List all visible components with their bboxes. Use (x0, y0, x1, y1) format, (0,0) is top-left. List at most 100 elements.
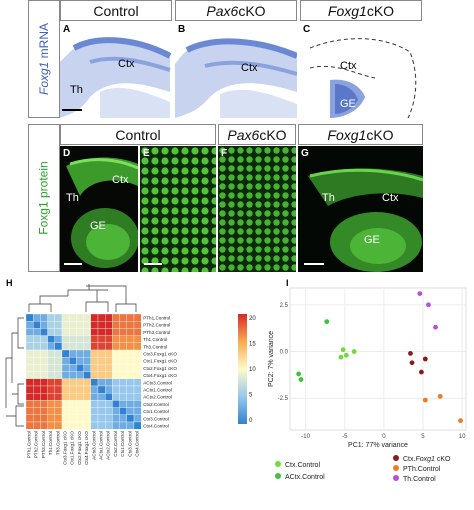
heatmap-cell (54, 378, 63, 387)
heatmap-cell (105, 371, 113, 379)
heatmap-cell (126, 342, 135, 351)
heatmap-cell (83, 385, 91, 394)
heatmap-col-label: PTh3.Control (41, 431, 46, 458)
label-ctx-c: Ctx (340, 60, 357, 72)
heatmap-cell (47, 364, 55, 372)
heatmap-cell (54, 364, 63, 372)
label-ge-d: GE (90, 220, 106, 232)
heatmap-cell (25, 371, 34, 379)
protein-side-label: Foxg1 protein (28, 124, 60, 272)
legend-label: Ctx.Foxg1 cKO (403, 456, 451, 463)
heatmap-cell (61, 393, 70, 401)
heatmap-row-label: ACtx3.Control (143, 380, 172, 385)
legend-swatch (393, 465, 399, 471)
heatmap-cell (69, 400, 77, 408)
panel-letter-e: E (143, 148, 150, 159)
heatmap-cell (33, 349, 41, 358)
heatmap-cell (83, 364, 91, 372)
scatter-point (422, 397, 428, 403)
heatmap-cell (76, 349, 84, 358)
x-tick-label: 5 (421, 434, 425, 440)
heatmap-figure: PTh1.ControlPTh2.ControlPTh3.ControlTh1.… (5, 284, 256, 465)
heatmap-cell (25, 364, 34, 372)
heatmap-cell (61, 371, 70, 379)
heatmap-cell (47, 414, 55, 423)
heatmap-cell (40, 328, 48, 336)
heatmap-cell (54, 414, 63, 423)
heatmap-cell (90, 400, 99, 408)
legend-swatch (275, 473, 281, 479)
heatmap-cell (97, 364, 106, 372)
heatmap-cell (83, 349, 91, 358)
heatmap-cell (90, 335, 99, 343)
heatmap-row-label: PTh3.Control (143, 330, 170, 335)
heatmap-cell (54, 371, 63, 379)
panel-d-image: D Ctx Th GE (60, 146, 138, 272)
heatmap-cell (97, 371, 106, 379)
heatmap-cell (83, 357, 91, 365)
panel-c-image: C Ctx GE (300, 22, 422, 118)
heatmap-cell (83, 313, 91, 322)
heatmap-cell (83, 400, 91, 408)
heatmap-cell (61, 385, 70, 394)
heatmap-cell (61, 342, 70, 351)
heatmap-cell (133, 321, 142, 329)
heatmap-cell (133, 349, 142, 358)
heatmap-cell (105, 393, 113, 401)
heatmap-cell (105, 378, 113, 387)
heatmap-cell (97, 349, 106, 358)
heatmap-cell (83, 328, 91, 336)
heatmap-cell (105, 414, 113, 423)
x-axis-label: PC1: 77% variance (348, 442, 408, 449)
heatmap-row-label: Ctx1.Foxg1 cKO (143, 359, 177, 364)
heatmap-cell (83, 393, 91, 401)
heatmap-cell (90, 393, 99, 401)
panel-b-image: B Ctx (175, 22, 297, 118)
heatmap-cell (76, 393, 84, 401)
heatmap-cell (83, 371, 91, 379)
heatmap-cell (97, 414, 106, 423)
panel-letter-b: B (178, 24, 186, 35)
heatmap-cell (119, 335, 127, 343)
heatmap-cell (54, 400, 63, 408)
heatmap-cell (83, 321, 91, 329)
label-ctx-b: Ctx (241, 62, 258, 74)
heatmap-row-label: PTh1.Control (143, 316, 170, 321)
heatmap-cell (105, 313, 113, 322)
heatmap-cell (25, 335, 34, 343)
heatmap-cell (40, 414, 48, 423)
heatmap-cell (105, 407, 113, 415)
heatmap-col-label: Th1.Control (48, 431, 53, 455)
heatmap-cell (33, 321, 41, 329)
label-th-g: Th (322, 192, 335, 204)
heatmap-cell (76, 357, 84, 365)
heatmap-row-label: ACtx2.Control (143, 395, 172, 400)
heatmap-cell (40, 342, 48, 351)
heatmap-cell (112, 349, 120, 358)
heatmap-cell (33, 414, 41, 423)
heatmap-cell (133, 371, 142, 379)
heatmap-col-label: PTh2.Control (34, 431, 39, 458)
heatmap-row-label: ACtx1.Control (143, 388, 172, 393)
heatmap-cell (76, 371, 84, 379)
heatmap-cell (105, 342, 113, 351)
heatmap-cell (112, 313, 120, 322)
label-ge-g: GE (364, 234, 380, 246)
heatmap-cell (61, 364, 70, 372)
heatmap-cell (47, 342, 55, 351)
heatmap-col-label: Ctx3.Foxg1 cKO (63, 431, 68, 465)
heatmap-cell (126, 364, 135, 372)
heatmap-cell (126, 414, 135, 423)
heatmap-cell (105, 364, 113, 372)
heatmap-cell (76, 407, 84, 415)
heatmap-cell (126, 407, 135, 415)
heatmap-cell (112, 400, 120, 408)
heatmap-cell (133, 421, 142, 430)
heatmap-cell (105, 421, 113, 430)
heatmap-cell (112, 385, 120, 394)
label-ctx-d: Ctx (112, 174, 129, 186)
panel-letter-h: H (6, 278, 13, 288)
legend-label: Ctx.Control (285, 462, 320, 469)
heatmap-cell (69, 321, 77, 329)
heatmap-cell (97, 393, 106, 401)
